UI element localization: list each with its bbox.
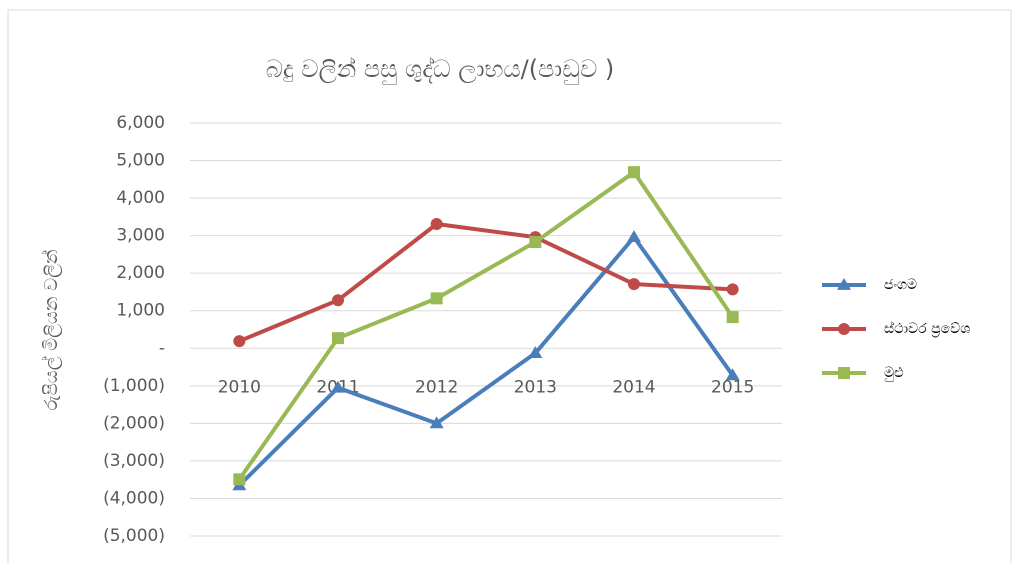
marker bbox=[528, 346, 543, 359]
line bbox=[237, 235, 735, 487]
marker bbox=[628, 278, 640, 291]
y-tick-label: 4,000 bbox=[116, 188, 165, 208]
y-tick-label: (4,000) bbox=[103, 488, 165, 508]
marker bbox=[627, 230, 641, 243]
marker bbox=[529, 236, 542, 249]
marker bbox=[233, 335, 246, 348]
chart-title: බදු වලින් පසු ශුද්ධ ලාභය/(පාඩුව ) bbox=[266, 55, 614, 84]
marker bbox=[430, 217, 443, 230]
marker bbox=[628, 166, 640, 179]
marker bbox=[233, 473, 246, 486]
y-tick-label: (1,000) bbox=[103, 376, 165, 396]
marker bbox=[725, 368, 740, 381]
marker bbox=[332, 332, 344, 345]
marker bbox=[331, 380, 345, 393]
x-tick-label: 2015 bbox=[711, 377, 754, 397]
marker bbox=[429, 416, 444, 429]
y-tick-label: (3,000) bbox=[103, 451, 165, 471]
x-tick-label: 2014 bbox=[612, 377, 655, 397]
marker bbox=[430, 292, 443, 305]
marker bbox=[837, 278, 851, 290]
y-tick-label: - bbox=[159, 338, 165, 358]
x-tick-label: 2013 bbox=[514, 377, 557, 397]
y-tick-label: 2,000 bbox=[116, 263, 165, 283]
y-tick-label: 1,000 bbox=[116, 301, 165, 321]
legend-label: ජංගම bbox=[884, 277, 917, 293]
line bbox=[238, 221, 733, 343]
marker bbox=[726, 311, 739, 324]
line bbox=[237, 170, 735, 481]
y-tick-label: 6,000 bbox=[116, 113, 165, 133]
marker bbox=[838, 367, 850, 379]
y-tick-label: 3,000 bbox=[116, 226, 165, 246]
y-tick-label: (2,000) bbox=[103, 413, 165, 433]
marker bbox=[726, 283, 739, 296]
x-tick-label: 2012 bbox=[415, 377, 458, 397]
legend-label: මුළු bbox=[884, 365, 904, 382]
legend-label: ස්ථාවර ප්‍රවේශ bbox=[884, 321, 970, 338]
marker bbox=[332, 294, 344, 307]
x-tick-label: 2010 bbox=[218, 377, 261, 397]
y-tick-label: (5,000) bbox=[103, 526, 165, 546]
marker bbox=[838, 323, 850, 335]
y-tick-label: 5,000 bbox=[116, 151, 165, 171]
y-axis-label: රුපියල් මිලියන වලින් bbox=[41, 250, 62, 411]
